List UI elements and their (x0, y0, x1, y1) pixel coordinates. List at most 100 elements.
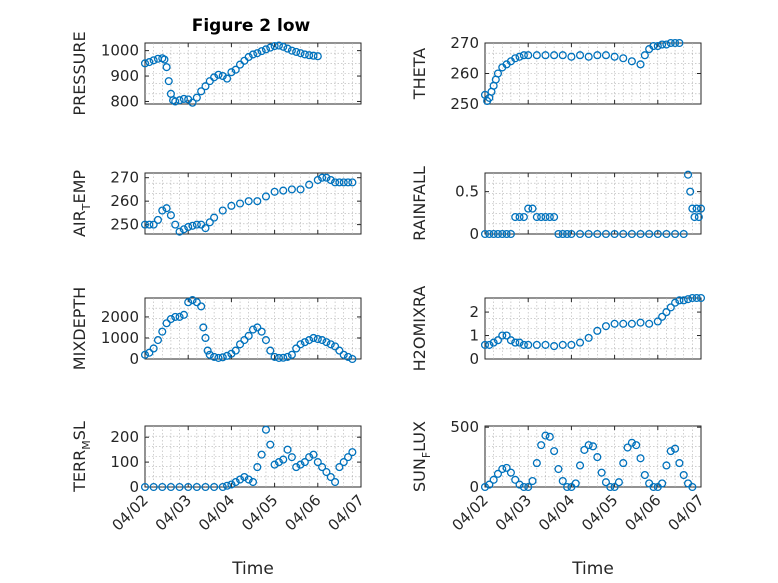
data-point (679, 229, 688, 239)
data-point (658, 40, 667, 49)
data-point (506, 468, 515, 477)
data-point (550, 447, 559, 456)
data-point (283, 352, 292, 361)
data-point (326, 340, 335, 349)
data-point (313, 175, 322, 185)
data-point (240, 336, 249, 345)
data-point (619, 229, 628, 239)
y-axis-label: THETA (410, 48, 429, 100)
data-point (541, 213, 550, 222)
data-point (192, 298, 201, 307)
data-point (567, 52, 576, 61)
data-point (296, 460, 305, 469)
data-point (210, 73, 219, 82)
data-point (658, 312, 667, 321)
data-point (296, 340, 305, 349)
data-point (645, 319, 654, 328)
data-point (690, 213, 699, 222)
grid (485, 426, 701, 487)
data-point (601, 322, 611, 331)
data-point (601, 478, 611, 487)
data-point (175, 482, 184, 492)
data-point (231, 477, 240, 487)
data-point (493, 469, 503, 478)
data-point (343, 178, 353, 187)
data-point (614, 478, 623, 487)
data-point (140, 350, 150, 359)
data-point (515, 52, 524, 61)
data-point (343, 453, 353, 462)
y-axis-label: AIRTEMP (70, 170, 93, 237)
data-point (601, 51, 611, 60)
subplot-4: 0 0.5 RAINFALL (410, 166, 706, 243)
x-tick-label: 04/06 (281, 491, 324, 534)
data-point (309, 51, 318, 60)
data-point (515, 480, 524, 489)
data-point (253, 323, 262, 332)
y-tick-label: 270 (110, 169, 139, 187)
data-point (179, 310, 188, 319)
data-point (274, 353, 283, 362)
data-point (287, 350, 296, 359)
data-point (498, 229, 507, 239)
data-point (683, 170, 693, 179)
x-axis-label: Time (231, 559, 274, 579)
data-point (166, 482, 175, 492)
x-tick-label: 04/07 (665, 491, 708, 534)
y-axis-label: MIXDEPTH (70, 287, 89, 370)
data-point (257, 47, 266, 56)
data-point (270, 41, 279, 51)
data-point (619, 319, 628, 328)
data-point (662, 308, 671, 317)
data-point (305, 336, 314, 345)
data-point (575, 461, 585, 470)
data-point (162, 63, 171, 72)
data-point (218, 353, 227, 362)
data-point (528, 204, 537, 213)
data-point (162, 319, 171, 328)
data-point (266, 43, 275, 52)
series-markers (480, 293, 706, 351)
data-point (335, 346, 344, 355)
data-point (489, 475, 498, 484)
data-point (240, 472, 249, 482)
data-point (244, 197, 253, 206)
data-point (623, 443, 632, 452)
data-point (158, 206, 167, 215)
data-point (593, 453, 602, 462)
y-tick-label: 0.5 (455, 183, 479, 201)
data-point (223, 351, 232, 360)
data-point (502, 463, 511, 472)
data-point (498, 331, 507, 340)
data-point (145, 348, 154, 357)
data-point (266, 440, 275, 449)
subplot-5: 0 1000 2000 MIXDEPTH (70, 287, 362, 370)
data-point (257, 450, 266, 459)
series-markers (480, 431, 697, 492)
y-tick-label: 0 (469, 225, 479, 243)
data-point (554, 229, 563, 239)
data-point (279, 42, 288, 51)
data-point (253, 49, 262, 58)
data-point (696, 293, 706, 303)
data-point (158, 482, 167, 492)
data-point (610, 52, 619, 61)
data-point (166, 211, 175, 220)
data-point (244, 475, 253, 484)
data-point (688, 293, 697, 303)
data-point (480, 340, 490, 349)
data-point (179, 225, 188, 234)
data-point (480, 229, 490, 239)
data-point (322, 173, 331, 182)
data-point (627, 57, 636, 66)
data-point (567, 340, 576, 349)
data-point (279, 186, 288, 195)
data-point (537, 441, 546, 450)
data-point (201, 82, 210, 91)
data-point (696, 204, 706, 213)
data-point (227, 68, 236, 77)
data-point (218, 71, 227, 81)
data-point (545, 213, 554, 222)
data-point (537, 213, 546, 222)
data-point (640, 470, 649, 480)
